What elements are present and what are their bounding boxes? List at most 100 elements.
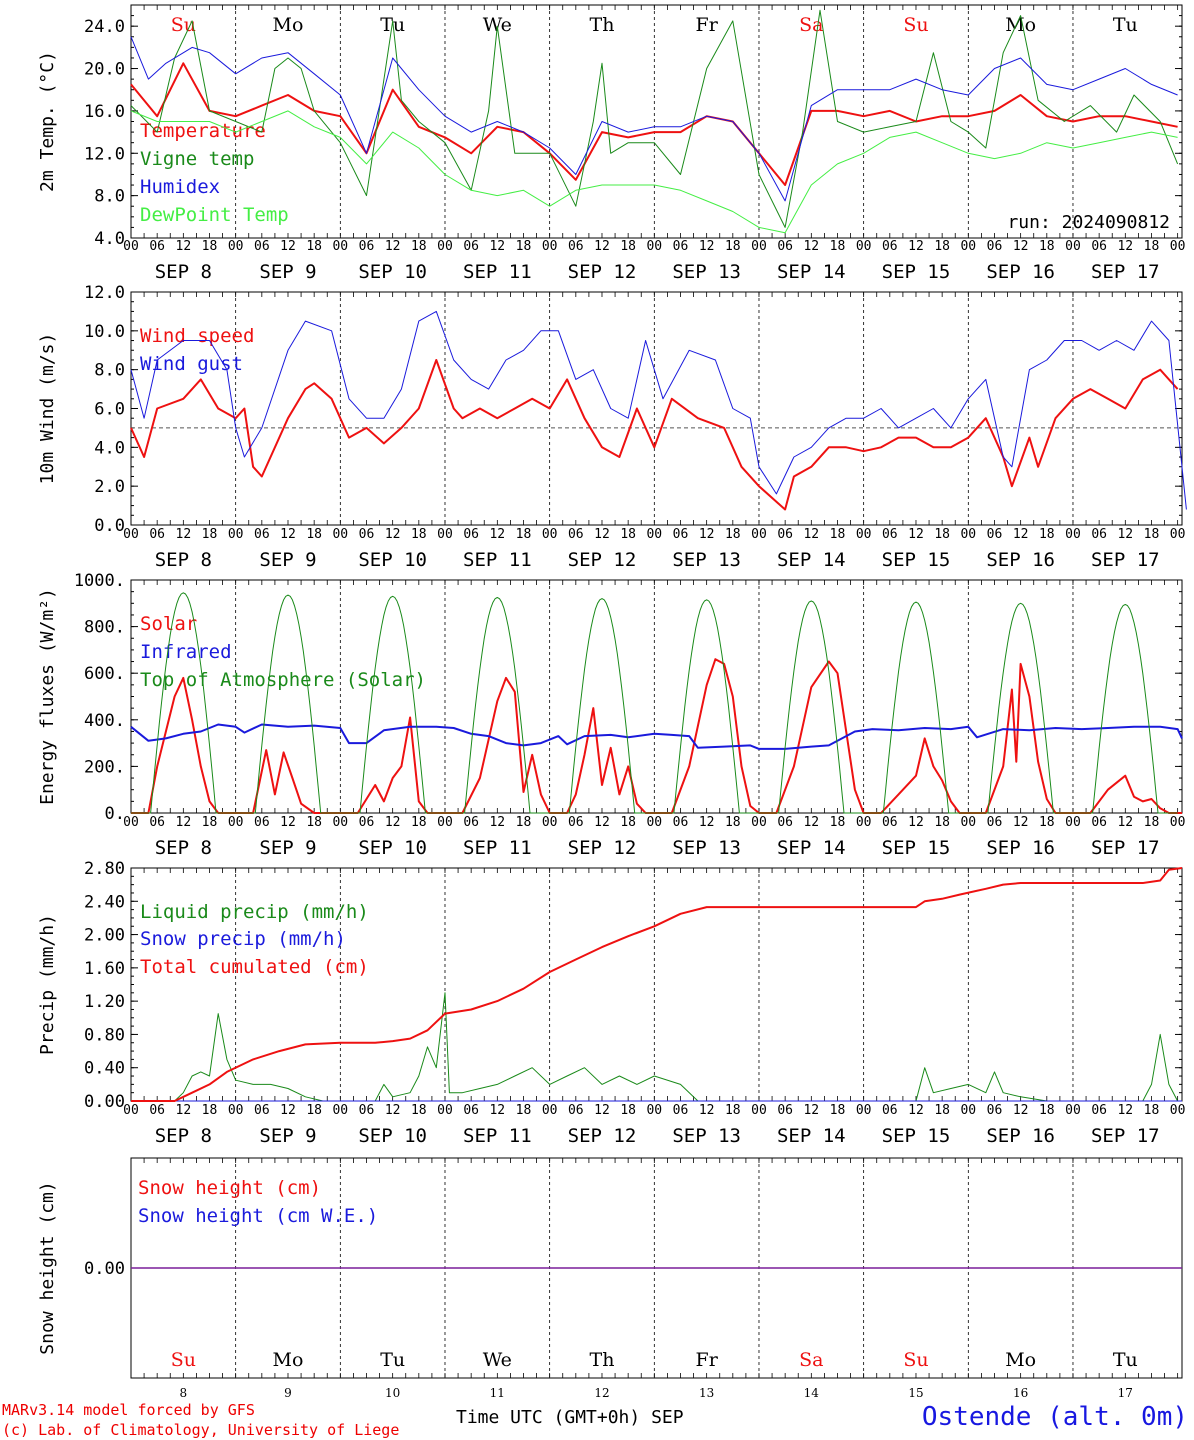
day-abbr: Th	[590, 1349, 615, 1371]
y-tick-label: 4.0	[94, 438, 125, 458]
hour-tick-label: 00	[856, 815, 872, 830]
hour-tick-label: 12	[1013, 815, 1029, 830]
hour-tick-label: 06	[1091, 1103, 1107, 1118]
legend-entry: Wind speed	[140, 325, 254, 347]
hour-tick-label: 18	[830, 815, 846, 830]
hour-tick-label: 12	[699, 1103, 715, 1118]
y-tick-label: 24.0	[84, 17, 125, 37]
y-tick-label: 10.0	[84, 322, 125, 342]
hour-tick-label: 00	[228, 815, 244, 830]
hour-tick-label: 12	[803, 1103, 819, 1118]
y-tick-label: 12.0	[84, 283, 125, 303]
hour-tick-label: 18	[620, 815, 636, 830]
legend-entry: Wind gust	[140, 353, 243, 375]
hour-tick-label: 12	[908, 815, 924, 830]
model-credit: MARv3.14 model forced by GFS	[2, 1401, 255, 1419]
hour-tick-label: 18	[411, 1103, 427, 1118]
hour-tick-label: 06	[1091, 815, 1107, 830]
hour-tick-label: 18	[306, 527, 322, 542]
day-number: 8	[180, 1386, 188, 1400]
hour-tick-label: 06	[463, 527, 479, 542]
hour-tick-label: 00	[123, 239, 139, 254]
hour-tick-label: 12	[176, 527, 192, 542]
x-axis-title: Time UTC (GMT+0h) SEP	[456, 1407, 684, 1428]
date-label: SEP 16	[986, 261, 1055, 283]
hour-tick-label: 18	[934, 1103, 950, 1118]
hour-tick-label: 12	[1013, 1103, 1029, 1118]
hour-tick-label: 06	[882, 1103, 898, 1118]
y-tick-label: 0.	[105, 804, 125, 824]
hour-tick-label: 00	[228, 527, 244, 542]
panel-frame	[130, 579, 1183, 814]
day-number: 16	[1013, 1386, 1028, 1400]
hour-tick-label: 18	[1039, 1103, 1055, 1118]
hour-tick-label: 06	[568, 527, 584, 542]
hour-tick-label: 06	[987, 527, 1003, 542]
y-axis-title: Precip (mm/h)	[37, 914, 58, 1055]
hour-tick-label: 06	[359, 1103, 375, 1118]
date-label: SEP 11	[463, 549, 532, 571]
hour-tick-label: 12	[385, 527, 401, 542]
hour-tick-label: 12	[280, 239, 296, 254]
hour-tick-label: 06	[673, 527, 689, 542]
hour-tick-label: 00	[1170, 239, 1186, 254]
lab-credit: (c) Lab. of Climatology, University of L…	[2, 1421, 400, 1439]
date-label: SEP 17	[1091, 261, 1160, 283]
day-abbr: We	[483, 14, 512, 36]
hour-tick-label: 12	[489, 1103, 505, 1118]
hour-tick-label: 18	[306, 815, 322, 830]
hour-tick-label: 06	[568, 239, 584, 254]
hour-tick-label: 18	[1039, 239, 1055, 254]
hour-tick-label: 12	[489, 239, 505, 254]
date-label: SEP 9	[259, 549, 316, 571]
hour-tick-label: 00	[123, 815, 139, 830]
series-line	[130, 110, 1178, 234]
hour-tick-label: 00	[542, 239, 558, 254]
hour-tick-label: 00	[437, 239, 453, 254]
date-label: SEP 15	[882, 1125, 951, 1147]
date-label: SEP 10	[358, 549, 427, 571]
hour-tick-label: 12	[699, 815, 715, 830]
hour-tick-label: 06	[987, 815, 1003, 830]
date-label: SEP 9	[259, 837, 316, 859]
hour-tick-label: 00	[1170, 1103, 1186, 1118]
hour-tick-label: 06	[359, 239, 375, 254]
day-abbr: Sa	[799, 1349, 823, 1371]
date-label: SEP 14	[777, 261, 846, 283]
hour-tick-label: 18	[725, 239, 741, 254]
hour-tick-label: 18	[934, 239, 950, 254]
series-line	[130, 9, 1179, 228]
run-label: run: 2024090812	[1007, 212, 1170, 233]
hour-tick-label: 00	[437, 527, 453, 542]
date-label: SEP 12	[568, 1125, 637, 1147]
day-abbr: We	[483, 1349, 512, 1371]
hour-tick-label: 06	[1091, 527, 1107, 542]
y-axis-title: Snow height (cm)	[37, 1181, 58, 1354]
hour-tick-label: 18	[516, 1103, 532, 1118]
date-label: SEP 17	[1091, 1125, 1160, 1147]
hour-tick-label: 00	[960, 527, 976, 542]
legend-entry: Top of Atmosphere (Solar)	[140, 669, 426, 691]
hour-tick-label: 12	[699, 239, 715, 254]
y-tick-label: 0.80	[84, 1025, 125, 1045]
date-label: SEP 15	[882, 549, 951, 571]
hour-tick-label: 12	[594, 815, 610, 830]
hour-tick-label: 06	[149, 1103, 165, 1118]
day-abbr: Su	[903, 14, 928, 36]
hour-tick-label: 12	[699, 527, 715, 542]
hour-tick-label: 18	[725, 815, 741, 830]
hour-tick-label: 18	[306, 1103, 322, 1118]
hour-tick-label: 18	[1144, 527, 1160, 542]
hour-tick-label: 12	[594, 239, 610, 254]
hour-tick-label: 00	[332, 527, 348, 542]
date-label: SEP 8	[155, 549, 212, 571]
hour-tick-label: 12	[1013, 239, 1029, 254]
day-abbr: Mo	[1005, 1349, 1036, 1371]
y-tick-label: 2.0	[94, 477, 125, 497]
hour-tick-label: 00	[332, 239, 348, 254]
hour-tick-label: 00	[542, 815, 558, 830]
hour-tick-label: 00	[960, 239, 976, 254]
hour-tick-label: 18	[411, 527, 427, 542]
hour-tick-label: 12	[176, 815, 192, 830]
